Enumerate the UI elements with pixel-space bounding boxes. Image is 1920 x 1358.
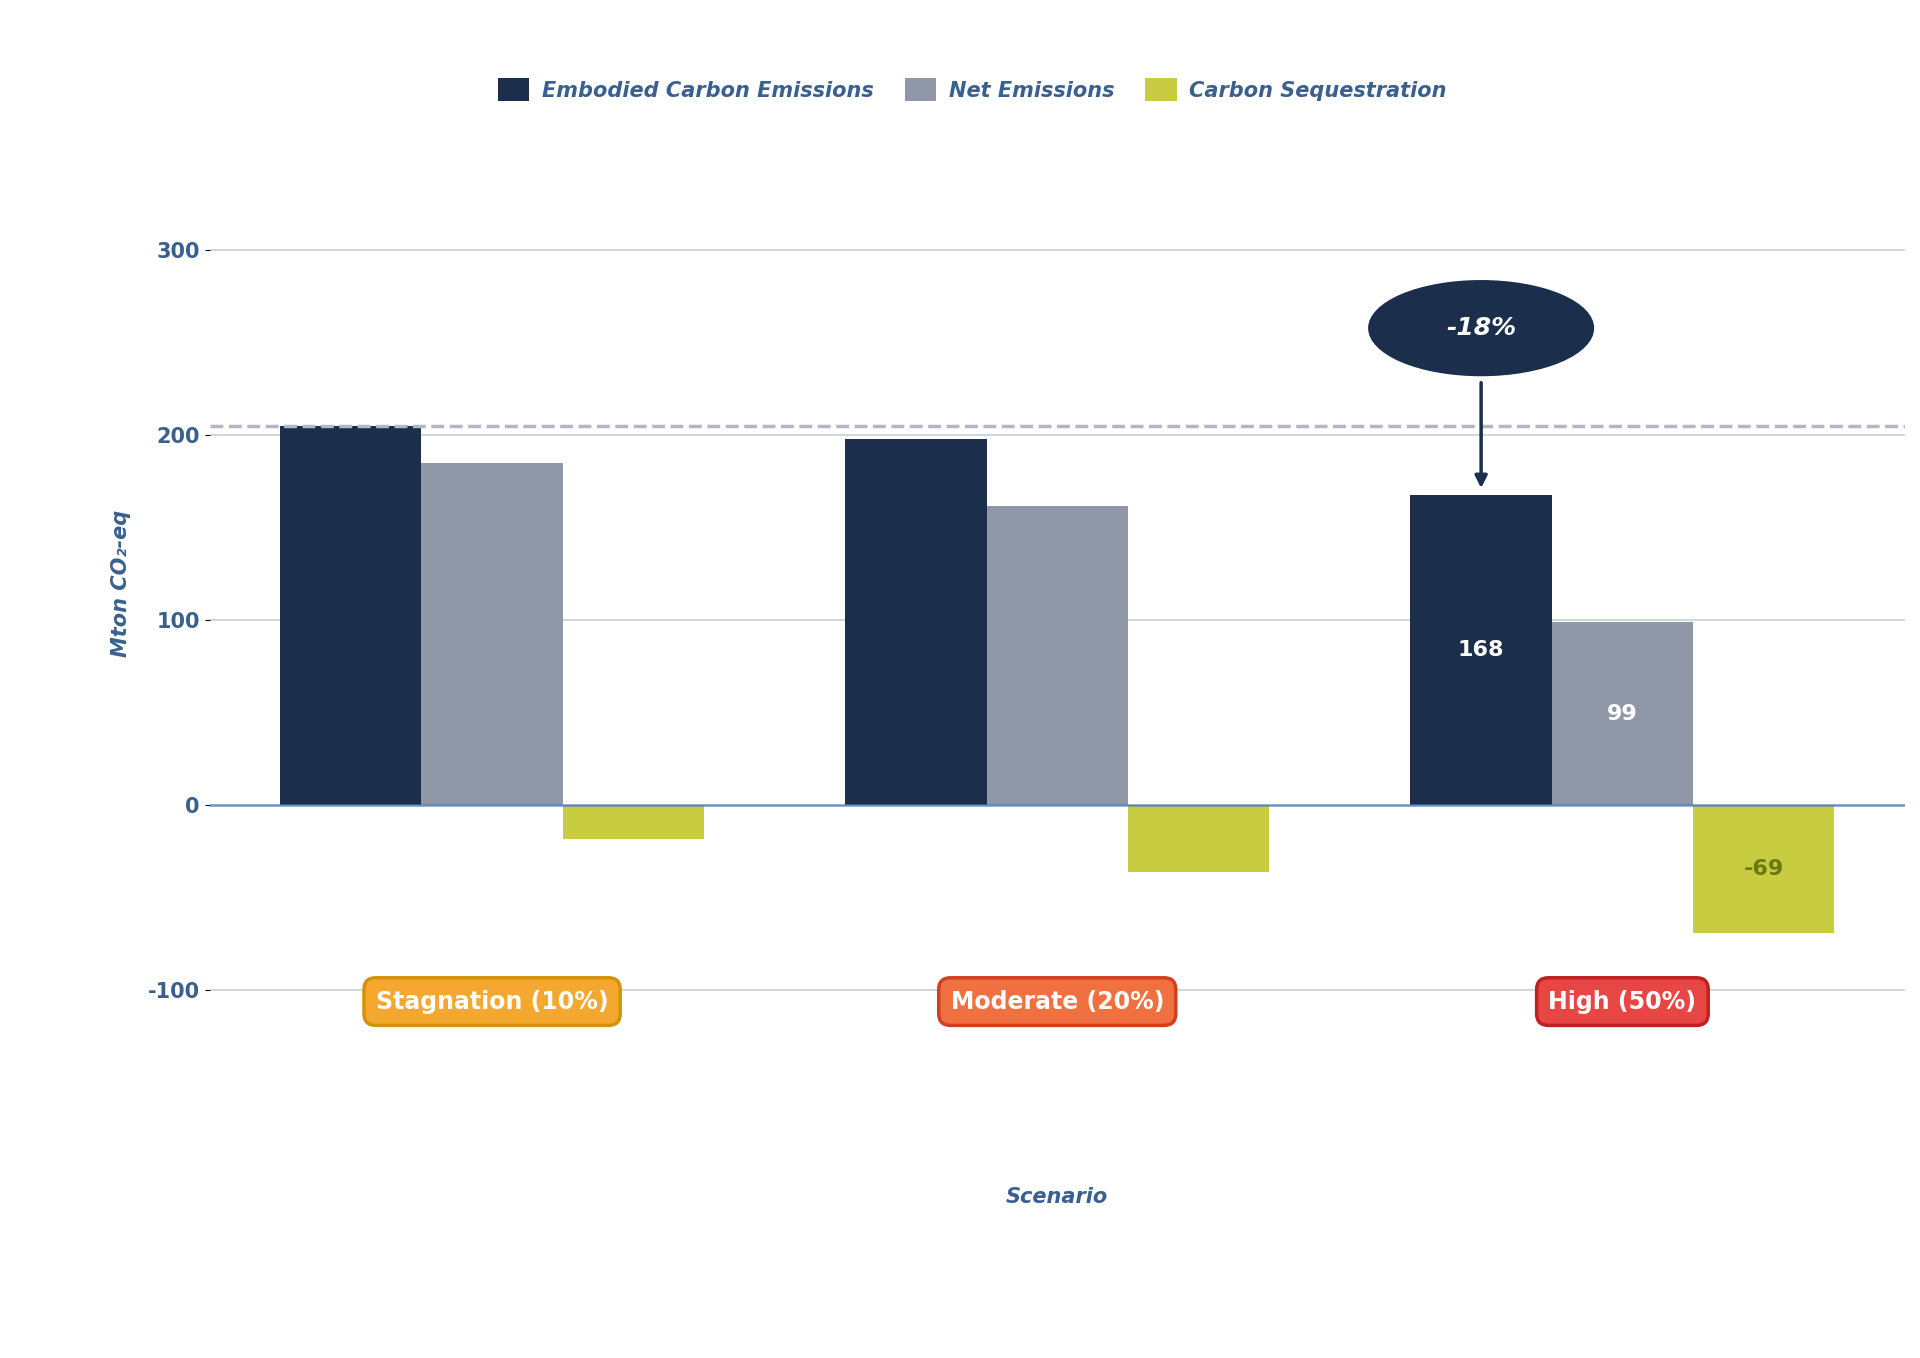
Text: -18%: -18% — [1446, 316, 1517, 340]
Bar — [563, 805, 705, 839]
Bar — [987, 505, 1127, 805]
Bar — [1127, 805, 1269, 872]
Text: Moderate (20%): Moderate (20%) — [950, 990, 1164, 1013]
Bar — [280, 426, 422, 805]
Text: 168: 168 — [1457, 640, 1505, 660]
Text: Stagnation (10%): Stagnation (10%) — [376, 990, 609, 1013]
Y-axis label: Mton CO₂-eq: Mton CO₂-eq — [111, 509, 131, 657]
Bar — [1551, 622, 1693, 805]
Ellipse shape — [1369, 280, 1594, 376]
Bar — [422, 463, 563, 805]
Bar — [1693, 805, 1834, 933]
X-axis label: Scenario: Scenario — [1006, 1187, 1108, 1207]
Bar — [1411, 494, 1551, 805]
Text: 99: 99 — [1607, 703, 1638, 724]
Legend: Embodied Carbon Emissions, Net Emissions, Carbon Sequestration: Embodied Carbon Emissions, Net Emissions… — [490, 69, 1455, 109]
Text: -69: -69 — [1743, 860, 1784, 879]
Text: High (50%): High (50%) — [1548, 990, 1697, 1013]
Bar — [845, 439, 987, 805]
